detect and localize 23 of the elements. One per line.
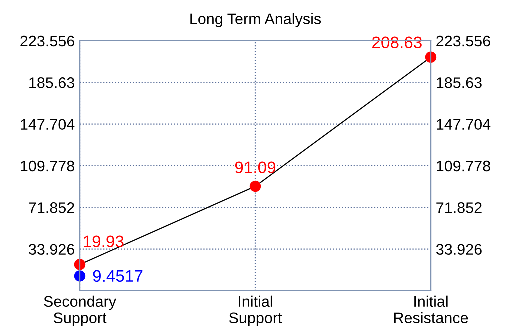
data-label: 9.4517 [93,270,143,282]
point [425,52,437,64]
y-tick-label: 223.556 [20,36,74,47]
point [74,270,86,282]
y-tick-label: 185.63 [30,78,74,88]
y-tick-label: 71.852 [29,202,74,214]
data-label: 19.93 [84,236,124,248]
y-tick-label: 109.778 [21,160,74,172]
y2-tick-label: 71.852 [436,202,482,214]
y-tick-label: 147.704 [21,119,75,130]
x-tick-label: Initial Support [229,296,282,327]
y2-tick-label: 109.778 [437,160,490,172]
x-tick-label: Initial Resistance [394,296,468,324]
data-label: 91.09 [235,162,276,174]
y2-tick-label: 223.556 [436,36,490,47]
point [250,180,262,192]
chart-title: Long Term Analysis [190,13,322,28]
x-tick-label: Secondary Support [44,296,116,327]
y-tick-label: 33.926 [29,244,74,256]
y2-tick-label: 185.63 [437,78,482,88]
point [74,259,86,270]
y2-tick-label: 147.704 [437,119,491,130]
y2-tick-label: 33.926 [436,244,482,256]
